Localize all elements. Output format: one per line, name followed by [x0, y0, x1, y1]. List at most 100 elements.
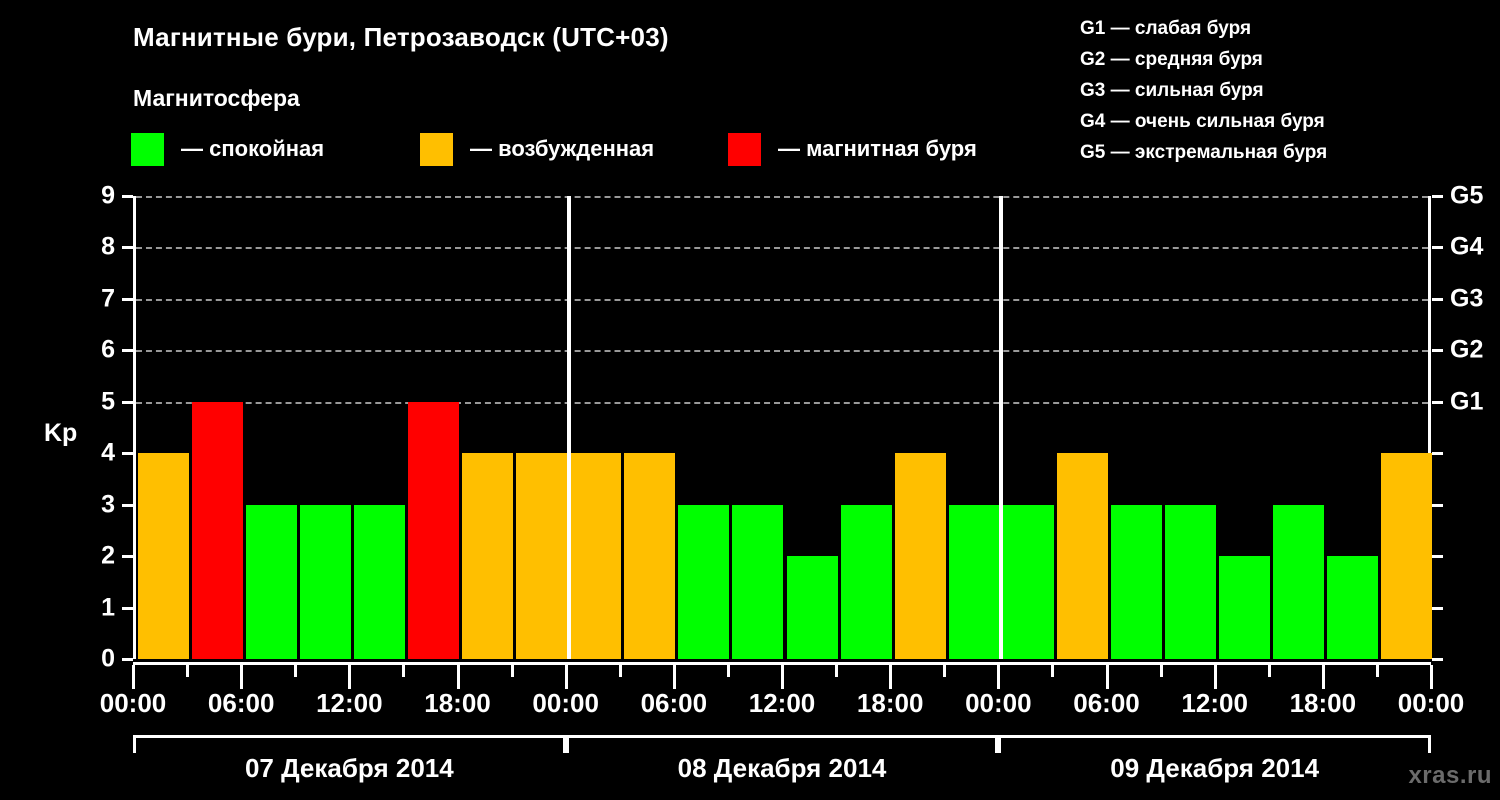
y-axis-tick-5 [122, 400, 133, 404]
x-axis-minor-tick-9 [294, 665, 298, 677]
y-axis-tick-label-8: 8 [101, 232, 115, 261]
x-axis-major-tick-36 [781, 665, 784, 689]
date-label-2: 08 Декабря 2014 [677, 753, 887, 783]
legend-swatch-icon-2 [728, 132, 761, 166]
x-axis-major-tick-12 [348, 665, 352, 689]
x-axis-tick-label-42: 18:00 [856, 688, 924, 718]
x-axis-minor-tick-33 [726, 665, 730, 677]
x-axis-major-tick-30 [672, 665, 676, 689]
y-axis-tick-label-4: 4 [101, 438, 115, 467]
y-axis-tick-2 [122, 555, 133, 559]
y-axis-tick-label-9: 9 [101, 181, 115, 210]
g-scale-text-g1: — слабая буря [1105, 18, 1252, 39]
chart-bar [1056, 453, 1108, 659]
gridline-kp-6 [136, 350, 1428, 353]
legend-label-0: — спокойная [181, 136, 325, 161]
x-axis-major-tick-42 [889, 665, 893, 689]
y-axis-tick-7 [122, 297, 133, 301]
date-bracket-1 [133, 735, 566, 753]
chart-bar [1381, 453, 1433, 659]
x-axis-minor-tick-69 [1375, 665, 1379, 677]
g-scale-row-g3: G3 — сильная буря [1080, 75, 1327, 106]
g-scale-row-g5: G5 — экстремальная буря [1080, 137, 1327, 168]
right-axis-label-g4: G4 [1450, 232, 1484, 261]
x-axis-tick-label-0: 00:00 [99, 688, 167, 718]
g-scale-code-g3: G3 [1080, 80, 1106, 101]
chart-bar [462, 453, 514, 659]
chart-bar [1002, 504, 1054, 659]
g-scale-code-g2: G2 [1080, 49, 1106, 70]
g-scale-code-g4: G4 [1080, 111, 1106, 132]
x-axis-major-tick-48 [997, 665, 1001, 689]
chart-bar [1273, 504, 1325, 659]
x-axis-major-tick-54 [1105, 665, 1109, 689]
g-scale-legend: G1 — слабая буря G2 — средняя буря G3 — си… [1080, 13, 1327, 168]
x-axis-major-tick-60 [1213, 665, 1217, 689]
y-axis-tick-4 [122, 452, 133, 456]
day-separator-1 [566, 196, 571, 659]
right-axis-label-g5: G5 [1450, 181, 1484, 210]
chart-bar [191, 401, 243, 659]
chart-bar [1219, 556, 1271, 659]
chart-bar [732, 504, 784, 659]
right-axis-tick-1 [1432, 606, 1443, 610]
x-axis-major-tick-6 [240, 665, 244, 689]
chart-bar [407, 401, 459, 659]
right-axis-tick-5 [1432, 400, 1443, 404]
x-axis-tick-label-72: 00:00 [1397, 688, 1465, 718]
right-axis-label-g1: G1 [1450, 387, 1484, 416]
gridline-kp-8 [136, 247, 1428, 250]
g-scale-code-g5: G5 [1080, 142, 1106, 163]
x-axis-tick-label-36: 12:00 [748, 688, 816, 718]
chart-plot-area [133, 196, 1433, 659]
g-scale-text-g3: — сильная буря [1105, 80, 1264, 101]
date-bracket-2 [565, 735, 999, 753]
chart-bar [1327, 556, 1379, 659]
chart-bar [840, 504, 892, 659]
x-axis-tick-label-66: 18:00 [1289, 688, 1357, 718]
chart-bar [516, 453, 568, 659]
legend-item-2: — магнитная буря [728, 132, 977, 166]
chart-bar [137, 453, 189, 659]
right-axis-tick-4 [1432, 452, 1443, 456]
g-scale-row-g4: G4 — очень сильная буря [1080, 106, 1327, 137]
date-label-3: 09 Декабря 2014 [1110, 753, 1320, 783]
y-axis-tick-label-6: 6 [101, 335, 115, 364]
g-scale-row-g2: G2 — средняя буря [1080, 44, 1327, 75]
gridline-kp-7 [136, 298, 1428, 301]
chart-bar [299, 504, 351, 659]
chart-bar [624, 453, 676, 659]
chart-bar [245, 504, 297, 659]
y-axis-tick-1 [122, 606, 133, 610]
right-axis-tick-0 [1432, 658, 1443, 661]
legend-swatch-icon-0 [131, 132, 164, 166]
g-scale-text-g5: — экстремальная буря [1105, 142, 1328, 163]
x-axis-minor-tick-15 [402, 665, 406, 677]
y-axis-tick-9 [122, 195, 133, 198]
right-axis-tick-2 [1432, 555, 1443, 559]
right-axis-label-g3: G3 [1450, 284, 1484, 313]
legend-swatch-icon-1 [420, 132, 453, 166]
y-axis-tick-3 [122, 503, 133, 507]
legend-label-2: — магнитная буря [778, 136, 977, 161]
chart-bar [1111, 504, 1163, 659]
x-axis-minor-tick-63 [1267, 665, 1271, 677]
x-axis-minor-tick-57 [1159, 665, 1163, 677]
chart-bar [570, 453, 622, 659]
y-axis-tick-label-2: 2 [101, 541, 115, 570]
chart-bar [894, 453, 946, 659]
gridline-kp-5 [136, 401, 1428, 404]
g-scale-text-g4: — очень сильная буря [1105, 111, 1325, 132]
x-axis-tick-label-18: 18:00 [424, 688, 491, 718]
y-axis-label: Kp [44, 419, 78, 448]
g-scale-code-g1: G1 [1080, 18, 1106, 39]
right-axis-tick-9 [1432, 195, 1443, 198]
x-axis-minor-tick-21 [510, 665, 514, 677]
x-axis-tick-label-12: 12:00 [316, 688, 383, 718]
x-axis-major-tick-72 [1430, 665, 1433, 689]
x-axis-major-tick-66 [1321, 665, 1325, 689]
chart-bar [786, 556, 838, 659]
legend-label-1: — возбужденная [470, 136, 655, 161]
date-bracket-3 [998, 735, 1431, 753]
g-scale-text-g2: — средняя буря [1105, 49, 1263, 70]
